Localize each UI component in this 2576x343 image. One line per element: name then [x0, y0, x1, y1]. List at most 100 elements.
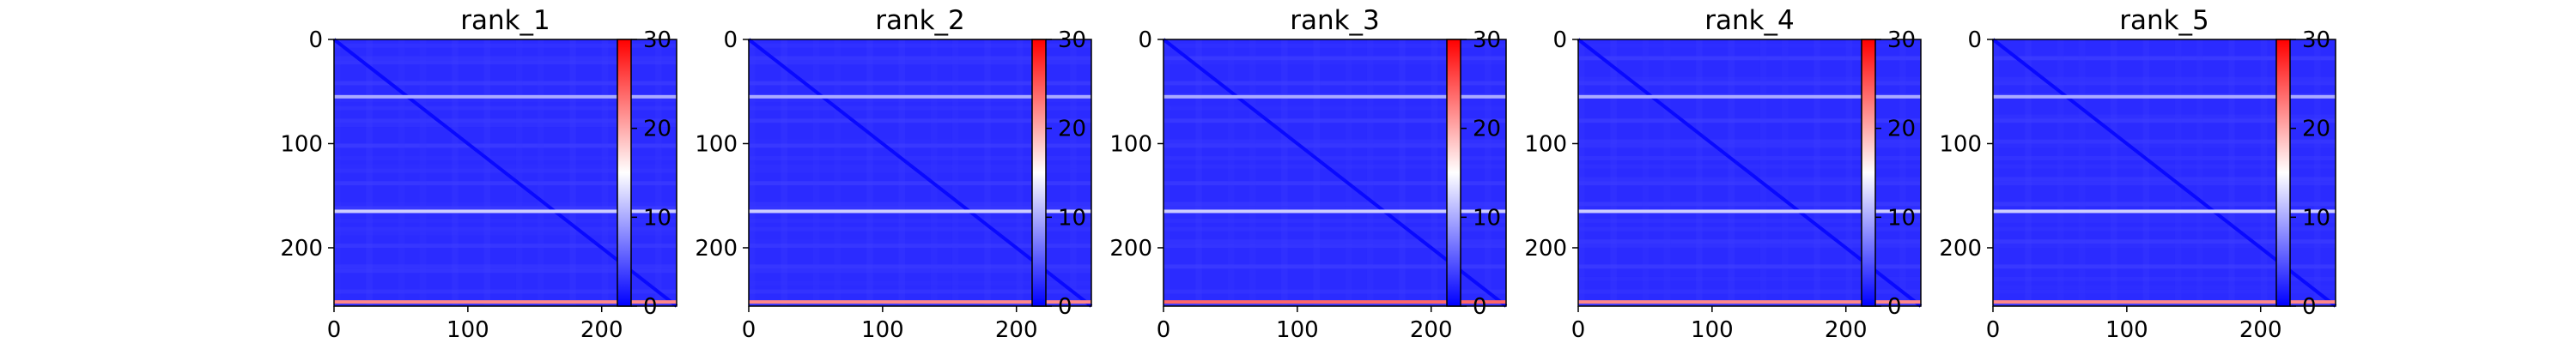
heatmap-row-stripe — [749, 118, 1091, 123]
heatmap-col-stripe — [1485, 39, 1492, 306]
heatmap-col-stripe — [951, 39, 959, 306]
heatmap-row-stripe — [1993, 118, 2336, 123]
heatmap-bright-row — [334, 209, 677, 214]
y-tick-label: 0 — [723, 27, 738, 53]
x-tick-label: 100 — [2105, 317, 2148, 343]
heatmap-row-stripe — [1993, 214, 2336, 219]
panel-rank_3: rank_3 0 100 200 0 100 200 0 10 20 30 — [1109, 5, 1508, 343]
heatmap-row-stripe — [334, 302, 677, 306]
heatmap-row-stripe — [334, 43, 677, 48]
y-tick-label: 200 — [1524, 236, 1567, 262]
heatmap-row-stripe — [1993, 289, 2336, 294]
heatmap-row-stripe — [1163, 60, 1506, 65]
heatmap-row-stripe — [334, 123, 677, 128]
heatmap-col-stripe — [1642, 39, 1649, 306]
colorbar-tick-label: 30 — [2302, 27, 2330, 53]
heatmap-row-stripe — [1993, 244, 2336, 248]
heatmap-col-stripe — [1249, 39, 1256, 306]
heatmap-row-stripe — [749, 139, 1091, 144]
heatmap-col-stripe — [1899, 39, 1906, 306]
colorbar-tick-label: 0 — [1058, 294, 1072, 320]
heatmap-col-stripe — [2025, 39, 2032, 306]
x-tick-label: 0 — [1986, 317, 2001, 343]
heatmap-col-stripe — [537, 39, 544, 306]
heatmap-row-stripe — [1578, 177, 1921, 182]
colorbar-tick-label: 0 — [1473, 294, 1487, 320]
heatmap-row-stripe — [1993, 285, 2336, 290]
heatmap-row-stripe — [1993, 276, 2336, 281]
heatmap-row-stripe — [1993, 239, 2336, 244]
heatmap-row-stripe — [1993, 56, 2336, 61]
colorbar-tick-label: 10 — [1058, 205, 1086, 231]
heatmap-col-stripe — [781, 39, 787, 306]
heatmap-col-stripe — [2314, 39, 2321, 306]
heatmap-row-stripe — [1578, 202, 1921, 207]
heatmap-frame — [1992, 39, 2336, 307]
heatmap-row-stripe — [1578, 289, 1921, 294]
heatmap-col-stripe — [812, 39, 820, 306]
heatmap-row-stripe — [1163, 56, 1506, 61]
heatmap-col-stripe — [1814, 39, 1820, 306]
heatmap-row-stripe — [1163, 206, 1506, 211]
y-tick-label: 100 — [280, 131, 323, 157]
y-tick-label: 200 — [280, 236, 323, 262]
panel-rank_1: rank_1 0 100 200 0 100 200 0 10 20 30 — [280, 5, 678, 343]
heatmap-row-stripe — [1163, 264, 1506, 269]
heatmap-row-stripe — [334, 164, 677, 169]
panel-title: rank_3 — [1290, 5, 1380, 36]
heatmap-row-stripe — [749, 105, 1091, 111]
colorbar — [2275, 39, 2291, 307]
heatmap-col-stripe — [1345, 39, 1352, 306]
heatmap-col-stripe — [1016, 39, 1024, 306]
heatmap-col-stripe — [2057, 39, 2064, 306]
colorbar-tick-label: 10 — [1473, 205, 1501, 231]
heatmap-row-stripe — [334, 181, 677, 186]
y-tick-label: 0 — [308, 27, 323, 53]
heatmap-bright-row — [749, 300, 1091, 304]
heatmap-col-stripe — [2078, 39, 2086, 306]
heatmap-row-stripe — [334, 264, 677, 269]
panel-title: rank_1 — [460, 5, 550, 36]
heatmap-col-stripe — [334, 39, 341, 306]
heatmap-frame — [748, 39, 1092, 307]
heatmap-row-stripe — [1163, 81, 1506, 86]
heatmap-row-stripe — [1993, 156, 2336, 160]
heatmap-bright-row — [1578, 300, 1921, 304]
heatmap-col-stripe — [930, 39, 938, 306]
heatmap-row-stripe — [1993, 226, 2336, 232]
heatmap-col-stripe — [1163, 39, 1170, 306]
heatmap-row-stripe — [1163, 181, 1506, 186]
x-tick-label: 0 — [1157, 317, 1171, 343]
heatmap-row-stripe — [334, 244, 677, 248]
heatmap-bright-row — [1993, 94, 2336, 99]
heatmap-row-stripe — [1578, 81, 1921, 86]
heatmap-row-stripe — [1163, 143, 1506, 148]
heatmap-col-stripe — [515, 39, 523, 306]
heatmap-col-stripe — [419, 39, 427, 306]
heatmap-row-stripe — [749, 226, 1091, 232]
y-tick-label: 200 — [1939, 236, 1982, 262]
heatmap-row-stripe — [749, 60, 1091, 65]
colorbar-tick-label: 0 — [2302, 294, 2317, 320]
heatmap-row-stripe — [749, 156, 1091, 160]
heatmap-row-stripe — [1993, 76, 2336, 81]
heatmap-row-stripe — [749, 302, 1091, 306]
heatmap-row-stripe — [334, 105, 677, 111]
heatmap-row-stripe — [1578, 302, 1921, 306]
x-tick-label: 200 — [995, 317, 1038, 343]
panel-rank_5: rank_5 0 100 200 0 100 200 0 10 20 30 — [1939, 5, 2337, 343]
heatmap-row-stripe — [334, 56, 677, 61]
heatmap-col-stripe — [1696, 39, 1703, 306]
x-tick-label: 100 — [861, 317, 904, 343]
heatmap-row-stripe — [1578, 206, 1921, 211]
heatmap-row-stripe — [1578, 276, 1921, 281]
heatmap-bright-row — [1578, 209, 1921, 214]
heatmap-bright-row — [1993, 209, 2336, 214]
colorbar-tick-label: 30 — [1473, 27, 1501, 53]
heatmap-bright-row — [1163, 209, 1506, 214]
colorbar-tick-label: 10 — [1887, 205, 1916, 231]
heatmap-col-stripe — [1663, 39, 1671, 306]
heatmap-row-stripe — [1578, 181, 1921, 186]
heatmap-col-stripe — [601, 39, 609, 306]
heatmap-col-stripe — [898, 39, 906, 306]
